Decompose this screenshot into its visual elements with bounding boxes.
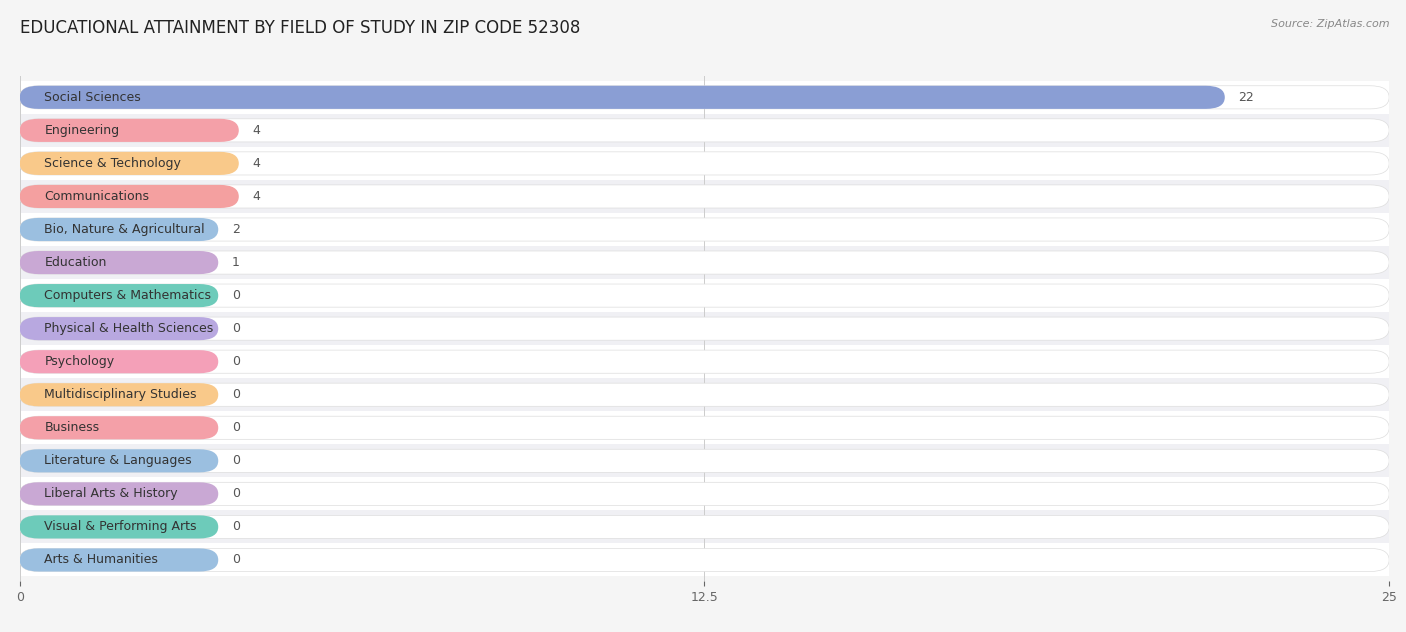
Text: Visual & Performing Arts: Visual & Performing Arts	[45, 520, 197, 533]
FancyBboxPatch shape	[20, 185, 239, 208]
Text: 0: 0	[232, 355, 240, 368]
Bar	[20, 477, 1389, 511]
FancyBboxPatch shape	[20, 86, 1225, 109]
FancyBboxPatch shape	[20, 185, 1389, 208]
Text: Education: Education	[45, 256, 107, 269]
FancyBboxPatch shape	[20, 549, 1389, 571]
FancyBboxPatch shape	[20, 515, 218, 538]
Text: 2: 2	[232, 223, 240, 236]
Text: Physical & Health Sciences: Physical & Health Sciences	[45, 322, 214, 335]
Text: 0: 0	[232, 422, 240, 434]
Text: 0: 0	[232, 454, 240, 467]
FancyBboxPatch shape	[20, 317, 218, 340]
Text: Psychology: Psychology	[45, 355, 114, 368]
Bar	[20, 279, 1389, 312]
Bar	[20, 345, 1389, 378]
Bar	[20, 81, 1389, 114]
Text: Engineering: Engineering	[45, 124, 120, 137]
Text: Bio, Nature & Agricultural: Bio, Nature & Agricultural	[45, 223, 205, 236]
Bar	[20, 246, 1389, 279]
FancyBboxPatch shape	[20, 152, 1389, 175]
Bar	[20, 180, 1389, 213]
FancyBboxPatch shape	[20, 119, 1389, 142]
Text: Literature & Languages: Literature & Languages	[45, 454, 193, 467]
FancyBboxPatch shape	[20, 350, 1389, 374]
FancyBboxPatch shape	[20, 284, 218, 307]
Bar	[20, 444, 1389, 477]
FancyBboxPatch shape	[20, 152, 239, 175]
Bar	[20, 312, 1389, 345]
Text: 0: 0	[232, 322, 240, 335]
FancyBboxPatch shape	[20, 515, 1389, 538]
Text: 4: 4	[253, 190, 260, 203]
FancyBboxPatch shape	[20, 317, 1389, 340]
Text: 0: 0	[232, 554, 240, 566]
Bar	[20, 378, 1389, 411]
FancyBboxPatch shape	[20, 383, 218, 406]
Bar	[20, 411, 1389, 444]
FancyBboxPatch shape	[20, 482, 218, 506]
Text: 4: 4	[253, 157, 260, 170]
FancyBboxPatch shape	[20, 383, 1389, 406]
Text: 0: 0	[232, 487, 240, 501]
Text: EDUCATIONAL ATTAINMENT BY FIELD OF STUDY IN ZIP CODE 52308: EDUCATIONAL ATTAINMENT BY FIELD OF STUDY…	[20, 19, 581, 37]
FancyBboxPatch shape	[20, 350, 218, 374]
Text: Business: Business	[45, 422, 100, 434]
Bar	[20, 147, 1389, 180]
Text: Multidisciplinary Studies: Multidisciplinary Studies	[45, 388, 197, 401]
FancyBboxPatch shape	[20, 119, 239, 142]
Text: 22: 22	[1239, 91, 1254, 104]
Text: Social Sciences: Social Sciences	[45, 91, 141, 104]
FancyBboxPatch shape	[20, 549, 218, 571]
FancyBboxPatch shape	[20, 218, 1389, 241]
Text: Communications: Communications	[45, 190, 149, 203]
FancyBboxPatch shape	[20, 416, 1389, 439]
Text: Source: ZipAtlas.com: Source: ZipAtlas.com	[1271, 19, 1389, 29]
Text: Computers & Mathematics: Computers & Mathematics	[45, 289, 211, 302]
FancyBboxPatch shape	[20, 482, 1389, 506]
Text: Science & Technology: Science & Technology	[45, 157, 181, 170]
FancyBboxPatch shape	[20, 218, 218, 241]
FancyBboxPatch shape	[20, 251, 1389, 274]
Bar	[20, 114, 1389, 147]
Text: 0: 0	[232, 520, 240, 533]
FancyBboxPatch shape	[20, 86, 1389, 109]
Text: 0: 0	[232, 289, 240, 302]
FancyBboxPatch shape	[20, 416, 218, 439]
Bar	[20, 213, 1389, 246]
Text: Liberal Arts & History: Liberal Arts & History	[45, 487, 179, 501]
FancyBboxPatch shape	[20, 449, 218, 472]
Text: 4: 4	[253, 124, 260, 137]
FancyBboxPatch shape	[20, 284, 1389, 307]
Bar	[20, 544, 1389, 576]
Bar	[20, 511, 1389, 544]
FancyBboxPatch shape	[20, 449, 1389, 472]
Text: Arts & Humanities: Arts & Humanities	[45, 554, 159, 566]
Text: 1: 1	[232, 256, 240, 269]
Text: 0: 0	[232, 388, 240, 401]
FancyBboxPatch shape	[20, 251, 218, 274]
